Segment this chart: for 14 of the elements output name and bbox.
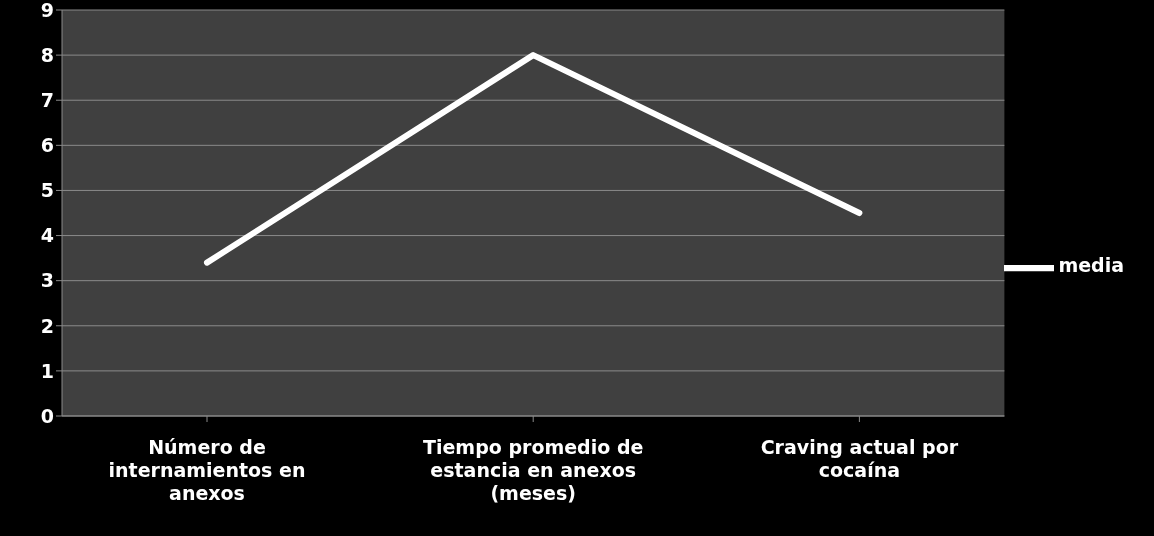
y-tick-label: 2 [40,314,54,337]
y-tick-label: 7 [40,88,54,111]
legend-label: media [1058,253,1124,276]
x-tick-label: Tiempo promedio de estancia en anexos (meses) [422,436,644,504]
y-tick-label: 4 [40,224,54,247]
x-tick-label: Craving actual por cocaína [760,436,959,481]
y-tick-label: 3 [40,269,54,292]
y-tick-label: 1 [40,359,54,382]
y-tick-label: 8 [40,43,54,66]
x-tick-label: Número de internamientos en anexos [108,436,306,504]
y-tick-label: 6 [40,134,54,157]
y-tick-label: 9 [40,0,54,21]
y-tick-label: 0 [40,404,54,427]
y-tick-label: 5 [40,179,54,202]
